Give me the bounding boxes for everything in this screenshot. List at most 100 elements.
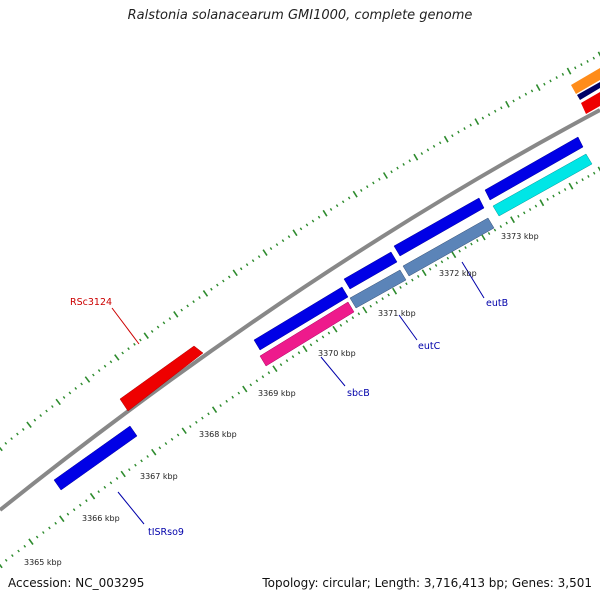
minor-tick xyxy=(299,227,303,231)
gene-label-tisrso9[interactable]: tISRso9 xyxy=(148,527,184,538)
minor-tick xyxy=(158,446,162,450)
minor-tick xyxy=(432,144,436,148)
minor-tick xyxy=(237,391,241,395)
accession-label: Accession: NC_003295 xyxy=(8,576,145,590)
gene-feature-blue-2[interactable] xyxy=(253,286,349,351)
minor-tick xyxy=(97,369,101,373)
gene-feature-blue-4[interactable] xyxy=(393,197,485,257)
major-tick xyxy=(211,406,218,414)
inner-strand-features xyxy=(259,153,593,367)
minor-tick xyxy=(4,441,8,445)
minor-tick xyxy=(493,228,497,232)
major-tick xyxy=(413,153,419,161)
minor-tick xyxy=(351,316,355,320)
gene-feature-eutc[interactable] xyxy=(349,269,407,309)
major-tick xyxy=(0,446,3,452)
gene-feature-blue-3[interactable] xyxy=(343,251,398,290)
minor-tick xyxy=(170,437,174,441)
minor-tick xyxy=(33,418,37,422)
gene-feature-red-edge[interactable] xyxy=(581,92,600,114)
leader-tisrso9 xyxy=(117,491,145,525)
minor-tick xyxy=(281,239,285,243)
minor-tick xyxy=(524,92,528,96)
minor-tick xyxy=(198,296,201,299)
minor-tick xyxy=(396,166,399,170)
minor-tick xyxy=(227,275,231,279)
gene-feature-orange[interactable] xyxy=(571,68,600,94)
minor-tick xyxy=(470,242,473,246)
major-tick xyxy=(0,563,3,569)
minor-tick xyxy=(487,232,491,235)
major-tick xyxy=(59,515,65,523)
minor-tick xyxy=(347,196,351,200)
leader-rsc3124 xyxy=(111,307,140,345)
minor-tick xyxy=(97,490,100,494)
scale-label: 3368 kbp xyxy=(199,430,237,439)
major-tick xyxy=(272,365,278,373)
minor-tick xyxy=(54,521,57,525)
minor-tick xyxy=(438,141,442,145)
gene-label-sbcb[interactable]: sbcB xyxy=(347,388,370,399)
minor-tick xyxy=(309,343,313,347)
major-tick xyxy=(597,51,600,57)
gene-label-eutb[interactable]: eutB xyxy=(486,298,508,309)
label-leader-lines xyxy=(111,261,485,525)
gene-feature-cyan[interactable] xyxy=(492,153,593,217)
minor-tick xyxy=(291,355,295,359)
minor-tick xyxy=(305,223,309,227)
minor-tick xyxy=(530,89,534,93)
gene-label-rsc3124[interactable]: RSc3124 xyxy=(70,297,112,308)
minor-tick xyxy=(297,351,301,355)
minor-tick xyxy=(518,96,521,100)
minor-tick xyxy=(51,405,54,408)
minor-tick xyxy=(574,66,577,70)
gene-feature-blue-5[interactable] xyxy=(484,136,584,201)
gene-feature-navy[interactable] xyxy=(577,82,600,100)
minor-tick xyxy=(62,395,66,399)
gene-label-eutc[interactable]: eutC xyxy=(418,341,441,352)
gene-labels: RSc3124 tISRso9 sbcB eutC eutB xyxy=(70,297,508,538)
major-tick xyxy=(332,325,338,333)
minor-tick xyxy=(321,335,325,339)
gene-feature-rsc3124[interactable] xyxy=(119,345,204,412)
major-tick xyxy=(232,269,238,277)
major-tick xyxy=(443,135,449,143)
minor-tick xyxy=(469,123,472,127)
major-tick xyxy=(120,470,126,478)
major-tick xyxy=(392,287,398,295)
minor-tick xyxy=(186,304,189,308)
major-tick xyxy=(421,269,427,277)
minor-tick xyxy=(387,293,390,297)
genome-backbone xyxy=(0,108,600,512)
minor-tick xyxy=(463,127,466,131)
minor-tick xyxy=(23,544,27,548)
minor-tick xyxy=(360,189,363,192)
major-tick xyxy=(451,251,457,259)
minor-tick xyxy=(552,194,555,198)
minor-tick xyxy=(546,197,549,201)
minor-tick xyxy=(315,339,319,343)
gene-feature-sbcb[interactable] xyxy=(259,301,355,367)
scale-label: 3367 kbp xyxy=(140,472,178,481)
minor-tick xyxy=(134,463,137,467)
minor-tick xyxy=(426,148,430,152)
minor-tick xyxy=(534,204,538,208)
gene-feature-eutb[interactable] xyxy=(402,217,495,277)
minor-tick xyxy=(219,404,222,407)
major-tick xyxy=(114,354,120,361)
minor-tick xyxy=(48,526,51,530)
minor-tick xyxy=(357,312,361,316)
gene-feature-blue-1[interactable] xyxy=(53,425,138,491)
minor-tick xyxy=(103,364,107,368)
minor-tick xyxy=(558,191,561,195)
minor-tick xyxy=(133,342,136,346)
minor-tick xyxy=(543,82,546,86)
minor-tick xyxy=(528,208,532,211)
minor-tick xyxy=(115,476,119,480)
edge-features xyxy=(571,68,600,114)
major-tick xyxy=(535,84,541,91)
minor-tick xyxy=(555,76,558,80)
minor-tick xyxy=(339,323,343,327)
minor-tick xyxy=(451,134,454,138)
minor-tick xyxy=(66,512,70,516)
